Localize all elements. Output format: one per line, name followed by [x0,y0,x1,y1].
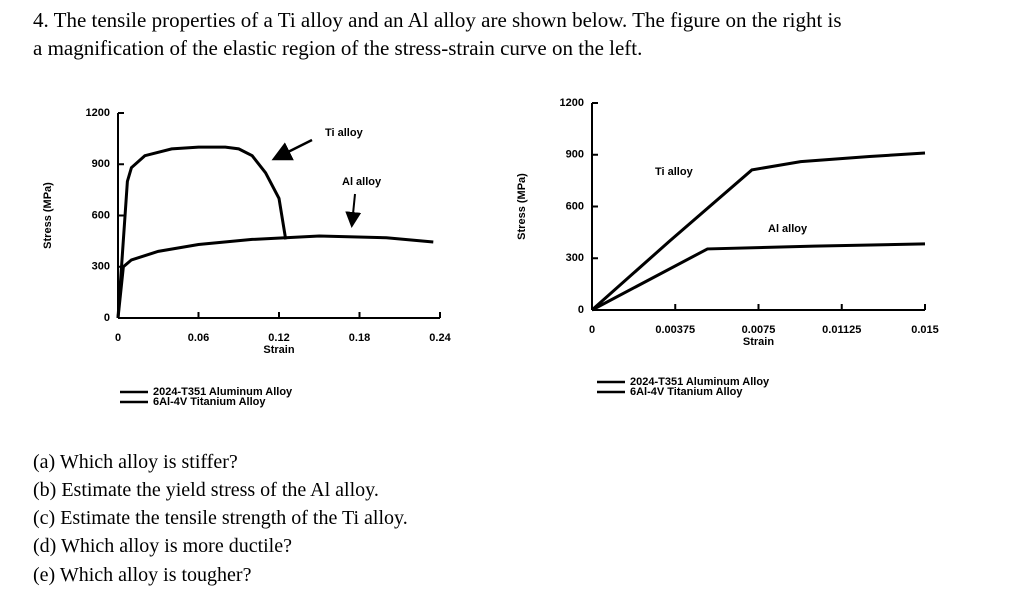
y-tick-label: 1200 [86,107,110,119]
y-tick-label: 1200 [560,97,584,109]
charts: 0 300 600 900 1200 0 0.06 0.12 0.18 0.24 Strain Str… [42,97,939,408]
x-tick-label: 0.015 [911,324,939,336]
question-line: a magnification of the elastic region of… [33,36,643,60]
y-tick-label: 300 [566,252,584,264]
question-part: (a) Which alloy is stiffer? [33,451,238,473]
legend-label: 2024-T351 Aluminum Alloy [630,376,770,388]
y-axis-label: Stress (MPa) [516,173,528,240]
x-tick-label: 0.06 [188,332,209,344]
arrow [271,138,313,161]
y-tick-label: 900 [92,158,110,170]
x-tick-label: 0.01125 [822,324,861,336]
x-tick-label: 0.24 [429,332,451,344]
data-line [116,145,288,319]
y-tick-label: 0 [104,312,110,324]
question-part: (e) Which alloy is tougher? [33,564,252,586]
y-tick-label: 300 [92,261,110,273]
x-tick-label: 0 [589,324,595,336]
x-axis-label: Strain [743,336,774,348]
annotation: Ti alloy [655,166,694,178]
legend-label: 2024-T351 Aluminum Alloy [153,386,293,398]
y-tick-label: 0 [578,304,584,316]
legend-label: 6Al-4V Titanium Alloy [630,386,743,398]
data-line [591,242,926,312]
arrow [345,193,362,228]
legend-label: 6Al-4V Titanium Alloy [153,396,266,408]
y-tick-label: 600 [92,209,110,221]
question-line: 4. The tensile properties of a Ti alloy … [33,8,842,32]
question-part: (d) Which alloy is more ductile? [33,535,292,557]
annotation: Ti alloy [325,127,364,139]
y-axis-label: Stress (MPa) [42,182,54,249]
x-tick-label: 0.12 [268,332,289,344]
data-line [116,234,434,319]
y-tick-label: 900 [566,149,584,161]
data-line [591,151,926,312]
x-tick-label: 0.0075 [742,324,776,336]
x-tick-label: 0 [115,332,121,344]
x-tick-label: 0.00375 [655,324,695,336]
question-part: (c) Estimate the tensile strength of the… [33,507,408,529]
annotation: Al alloy [342,176,382,188]
x-axis-label: Strain [263,344,294,356]
question-part: (b) Estimate the yield stress of the Al … [33,479,379,501]
x-tick-label: 0.18 [349,332,370,344]
y-tick-label: 600 [566,200,584,212]
annotation: Al alloy [768,223,808,235]
